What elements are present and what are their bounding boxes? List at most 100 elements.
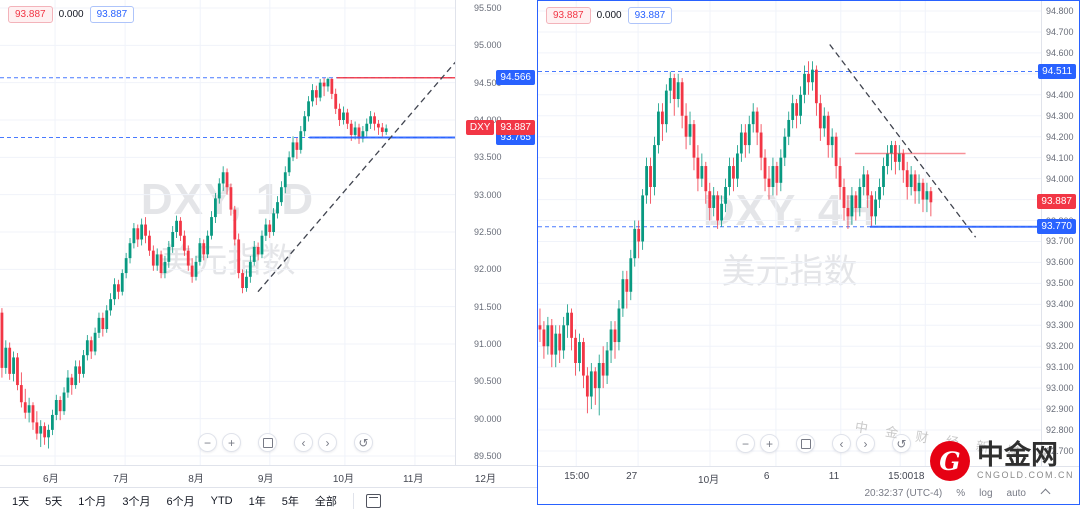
quote-last-badge: 93.887 [546,7,591,24]
price-tick-label: 91.000 [474,339,502,349]
price-chart-daily[interactable] [0,0,455,465]
price-tick-label: 94.000 [474,115,502,125]
price-tick-label: 92.700 [1046,446,1074,456]
last-price-badge: 93.887 [496,120,535,136]
price-tick-label: 92.900 [1046,404,1074,415]
support-price-badge: 93.770 [1037,218,1076,234]
price-tick-label: 90.000 [474,413,502,424]
zoom-in-button[interactable]: + [222,433,241,452]
time-tick-label: 11 [828,471,840,482]
reset-chart-button[interactable]: ↺ [892,434,911,453]
time-tick-label: 27 [626,471,638,482]
price-tick-label: 93.400 [1046,299,1074,310]
time-tick-label: 10月 [332,474,354,485]
range-button-全部[interactable]: 全部 [307,489,345,513]
site-logo: G 中金网 CNGOLD.COM.CN [929,441,1074,481]
time-tick-label: 6 [763,471,770,482]
resistance-price-badge-row: 94.566 [496,69,535,85]
price-tick-label: 94.300 [1046,110,1074,121]
price-tick-label: 90.500 [474,376,502,387]
price-tick-label: 93.700 [1046,236,1074,247]
range-button-YTD[interactable]: YTD [203,491,241,511]
scroll-left-button[interactable]: ‹ [832,434,851,453]
time-tick-label: 15:00 [888,471,914,482]
price-tick-label: 93.300 [1046,320,1074,331]
quote-bid-badge: 93.887 [627,7,673,24]
price-axis[interactable]: 95.500 95.000 94.500 94.000 93.500 93.000 92.5… [455,0,538,465]
price-tick-label: 93.600 [1046,257,1074,268]
last-price-badge-row: DXY 93.887 [465,120,535,136]
time-tick-label: 15:00 [564,471,590,482]
price-chart-4h[interactable] [538,1,1041,466]
chart-nav-controls: − + ‹ › ↺ [736,434,911,453]
time-tick-label: 6月 [43,474,59,485]
time-tick-label: 8月 [188,474,204,485]
price-tick-label: 94.100 [1046,152,1074,163]
price-tick-label: 92.000 [474,264,502,275]
price-tick-label: 92.500 [474,227,502,237]
range-button-3个月[interactable]: 3个月 [114,489,158,513]
resistance-price-badge-row: 94.511 [1038,63,1076,79]
log-scale-button[interactable]: log [979,488,993,499]
range-button-1天[interactable]: 1天 [4,489,37,513]
range-button-5年[interactable]: 5年 [274,489,307,513]
price-tick-label: 94.400 [1046,89,1074,100]
go-to-date-button[interactable] [362,492,385,510]
price-tick-label: 94.200 [1046,131,1074,142]
price-tick-label: 93.500 [1046,278,1074,289]
quote-change: 0.000 [58,9,84,20]
cngold-logo-icon: G [929,441,970,481]
range-button-1年[interactable]: 1年 [241,489,274,513]
quote-change: 0.000 [596,10,622,21]
scroll-left-button[interactable]: ‹ [294,433,313,452]
symbol-tag: DXY [465,120,495,136]
price-tick-label: 93.000 [474,189,502,200]
price-tick-label: 94.800 [1046,6,1074,16]
time-tick-label: 11月 [402,474,424,485]
auto-scale-button[interactable]: auto [1006,488,1026,499]
reset-chart-button[interactable]: ↺ [354,433,373,452]
chart-panel-daily[interactable]: DXY, 1D 美元指数 95.50095.00094.50094.00093.… [0,0,537,487]
chart-footer: 20:32:37 (UTC-4) % log auto [538,485,1079,502]
price-tick-label: 94.000 [1046,173,1074,184]
time-axis[interactable]: 6月 7月 8月 9月 10月 11月 12月 [0,465,537,487]
percent-scale-button[interactable]: % [956,488,966,499]
maximize-button[interactable] [258,433,277,452]
last-price-badge: 93.887 [1037,194,1076,210]
maximize-icon [800,438,811,449]
price-tick-label: 91.500 [474,301,502,312]
price-tick-label: 95.000 [474,40,502,51]
resistance-price-badge: 94.511 [1038,63,1076,79]
zoom-out-button[interactable]: − [736,434,755,453]
scroll-right-button[interactable]: › [856,434,875,453]
clock-label: 20:32:37 (UTC-4) [864,488,943,499]
range-button-1个月[interactable]: 1个月 [70,489,114,513]
resistance-price-badge: 94.566 [496,69,535,85]
candles [538,61,933,416]
toolbar-divider [352,492,354,509]
zoom-out-button[interactable]: − [198,433,217,452]
scroll-right-button[interactable]: › [318,433,337,452]
price-tick-label: 93.500 [474,152,502,163]
chart-panel-4h[interactable]: DXY, 4H 美元指数 94.80094.70094.60094.50094.… [537,0,1080,505]
price-tick-label: 93.000 [1046,383,1074,394]
maximize-icon [262,437,273,448]
expand-axis-icon[interactable] [1040,488,1051,499]
range-button-6个月[interactable]: 6个月 [159,489,203,513]
zoom-in-button[interactable]: + [760,434,779,453]
maximize-button[interactable] [796,434,815,453]
quote-last-badge: 93.887 [8,6,53,23]
time-tick-label: 7月 [113,474,129,485]
chart-legend: 93.887 0.000 93.887 [8,6,135,23]
grid [0,0,455,465]
time-tick-label: 9月 [257,474,274,485]
calendar-icon [365,493,381,508]
range-button-5天[interactable]: 5天 [37,489,70,513]
price-tick-label: 89.500 [474,451,502,461]
price-tick-label: 95.500 [474,3,502,13]
time-tick-label: 18 [913,471,925,482]
price-tick-label: 93.200 [1046,341,1074,352]
price-axis[interactable]: 94.80094.70094.60094.50094.40094.30094.2… [1037,1,1079,466]
grid [538,1,1041,466]
date-range-buttons: 1天 5天 1个月 3个月 6个月 YTD 1年 5年 全部 [4,489,345,513]
